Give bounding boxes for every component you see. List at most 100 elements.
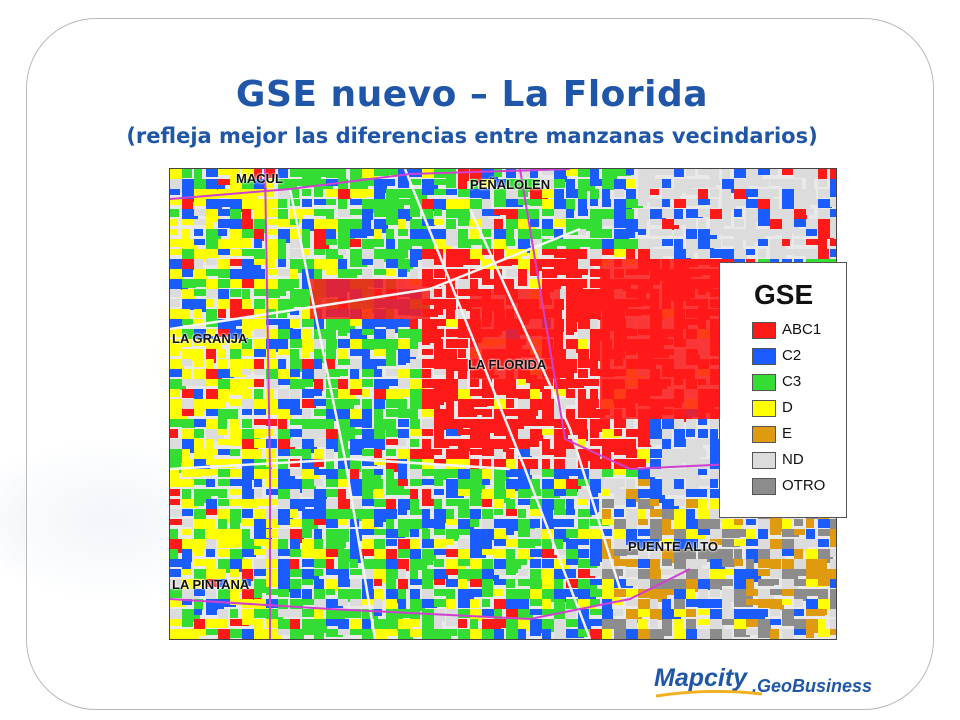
- map-block: [374, 239, 384, 247]
- map-block: [182, 619, 193, 627]
- map-block: [650, 449, 666, 458]
- map-block: [830, 559, 836, 573]
- map-block: [470, 399, 487, 407]
- map-block: [506, 459, 515, 471]
- map-block: [446, 549, 463, 557]
- map-block: [602, 429, 620, 438]
- map-block: [506, 629, 523, 639]
- map-block: [506, 529, 514, 535]
- map-block: [326, 449, 334, 460]
- map-block: [818, 599, 829, 610]
- map-block: [806, 609, 825, 616]
- map-block: [638, 249, 652, 260]
- legend-swatch: [752, 400, 776, 417]
- map-block: [446, 539, 454, 545]
- map-block: [206, 449, 221, 455]
- map-block: [662, 629, 672, 636]
- map-block: [686, 459, 701, 469]
- map-block: [302, 549, 317, 558]
- map-block: [830, 209, 836, 217]
- map-block: [302, 559, 314, 567]
- map-block: [410, 269, 418, 281]
- map-block: [266, 189, 274, 197]
- map-block: [722, 549, 733, 559]
- map-block: [314, 359, 322, 369]
- map-block: [566, 559, 581, 565]
- map-block: [254, 329, 272, 337]
- map-block: [386, 569, 405, 579]
- legend-label: C3: [782, 373, 802, 390]
- map-block: [446, 369, 454, 380]
- map-block: [170, 529, 178, 542]
- map-block: [434, 559, 444, 567]
- map-block: [350, 189, 366, 198]
- map-block: [242, 249, 255, 256]
- map-block: [614, 589, 627, 597]
- map-block: [638, 479, 656, 486]
- map-block: [494, 569, 512, 575]
- map-block: [194, 199, 211, 206]
- map-block: [494, 449, 503, 461]
- map-block: [362, 579, 373, 589]
- map-block: [218, 519, 227, 533]
- map-block: [422, 319, 437, 329]
- map-block: [206, 469, 218, 475]
- map-block: [566, 529, 585, 538]
- map-block: [614, 579, 633, 588]
- map-block: [266, 219, 284, 225]
- map-block: [698, 169, 713, 175]
- map-block: [206, 219, 214, 231]
- map-block: [662, 169, 675, 175]
- map-block: [578, 199, 587, 212]
- map-block: [254, 469, 267, 479]
- map-block: [386, 559, 399, 572]
- map-block: [206, 249, 219, 258]
- map-block: [542, 429, 560, 435]
- map-block: [338, 329, 347, 336]
- map-block: [626, 499, 636, 507]
- map-block: [326, 319, 339, 330]
- map-block: [422, 429, 433, 436]
- map-block: [374, 419, 389, 430]
- map-block: [182, 199, 193, 212]
- map-block: [482, 249, 493, 255]
- map-block: [278, 339, 288, 352]
- map-block: [374, 399, 385, 409]
- map-block: [410, 209, 420, 217]
- map-block: [782, 549, 797, 556]
- map-block: [638, 509, 646, 523]
- map-block: [746, 239, 755, 246]
- map-block: [242, 279, 254, 288]
- map-block: [170, 589, 185, 598]
- map-block: [254, 489, 262, 498]
- map-block: [434, 459, 452, 465]
- map-block: [590, 269, 607, 277]
- map-block: [494, 519, 511, 528]
- map-block: [266, 249, 277, 259]
- map-block: [170, 229, 178, 235]
- map-block: [350, 399, 360, 405]
- map-block: [218, 399, 226, 408]
- map-block: [242, 619, 255, 625]
- map-block: [278, 539, 288, 550]
- map-block: [650, 559, 660, 573]
- map-block: [458, 259, 473, 265]
- map-block: [446, 219, 456, 233]
- map-block: [806, 629, 814, 638]
- map-block: [806, 189, 816, 201]
- map-block: [182, 389, 195, 398]
- map-block: [434, 499, 442, 509]
- map-block: [530, 529, 544, 540]
- map-block: [602, 419, 610, 433]
- map-block: [446, 329, 460, 337]
- map-block: [686, 599, 705, 607]
- map-block: [434, 399, 444, 405]
- map-block: [698, 189, 708, 200]
- map-block: [302, 179, 316, 187]
- map-block: [674, 199, 686, 208]
- map-block: [470, 569, 484, 581]
- map-block: [626, 599, 639, 606]
- map-block: [314, 239, 329, 249]
- map-block: [290, 189, 299, 198]
- map-block: [710, 419, 722, 428]
